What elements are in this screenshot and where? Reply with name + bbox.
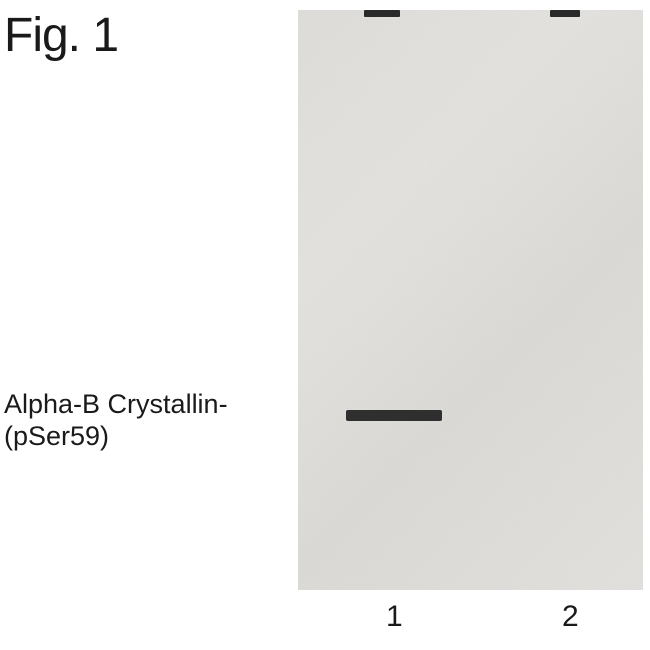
- lane-top-mark: [550, 10, 580, 17]
- band-annotation-line1: Alpha-B Crystallin-: [4, 389, 228, 419]
- band-annotation-line2: (pSer59): [4, 421, 109, 451]
- band-annotation: Alpha-B Crystallin- (pSer59): [4, 388, 228, 453]
- blot-noise: [298, 10, 643, 590]
- western-blot-image: [298, 10, 643, 590]
- blot-band: [346, 410, 442, 421]
- figure-label: Fig. 1: [4, 8, 118, 63]
- lane-top-mark: [364, 10, 400, 17]
- lane-number: 1: [386, 600, 403, 634]
- lane-number: 2: [562, 600, 579, 634]
